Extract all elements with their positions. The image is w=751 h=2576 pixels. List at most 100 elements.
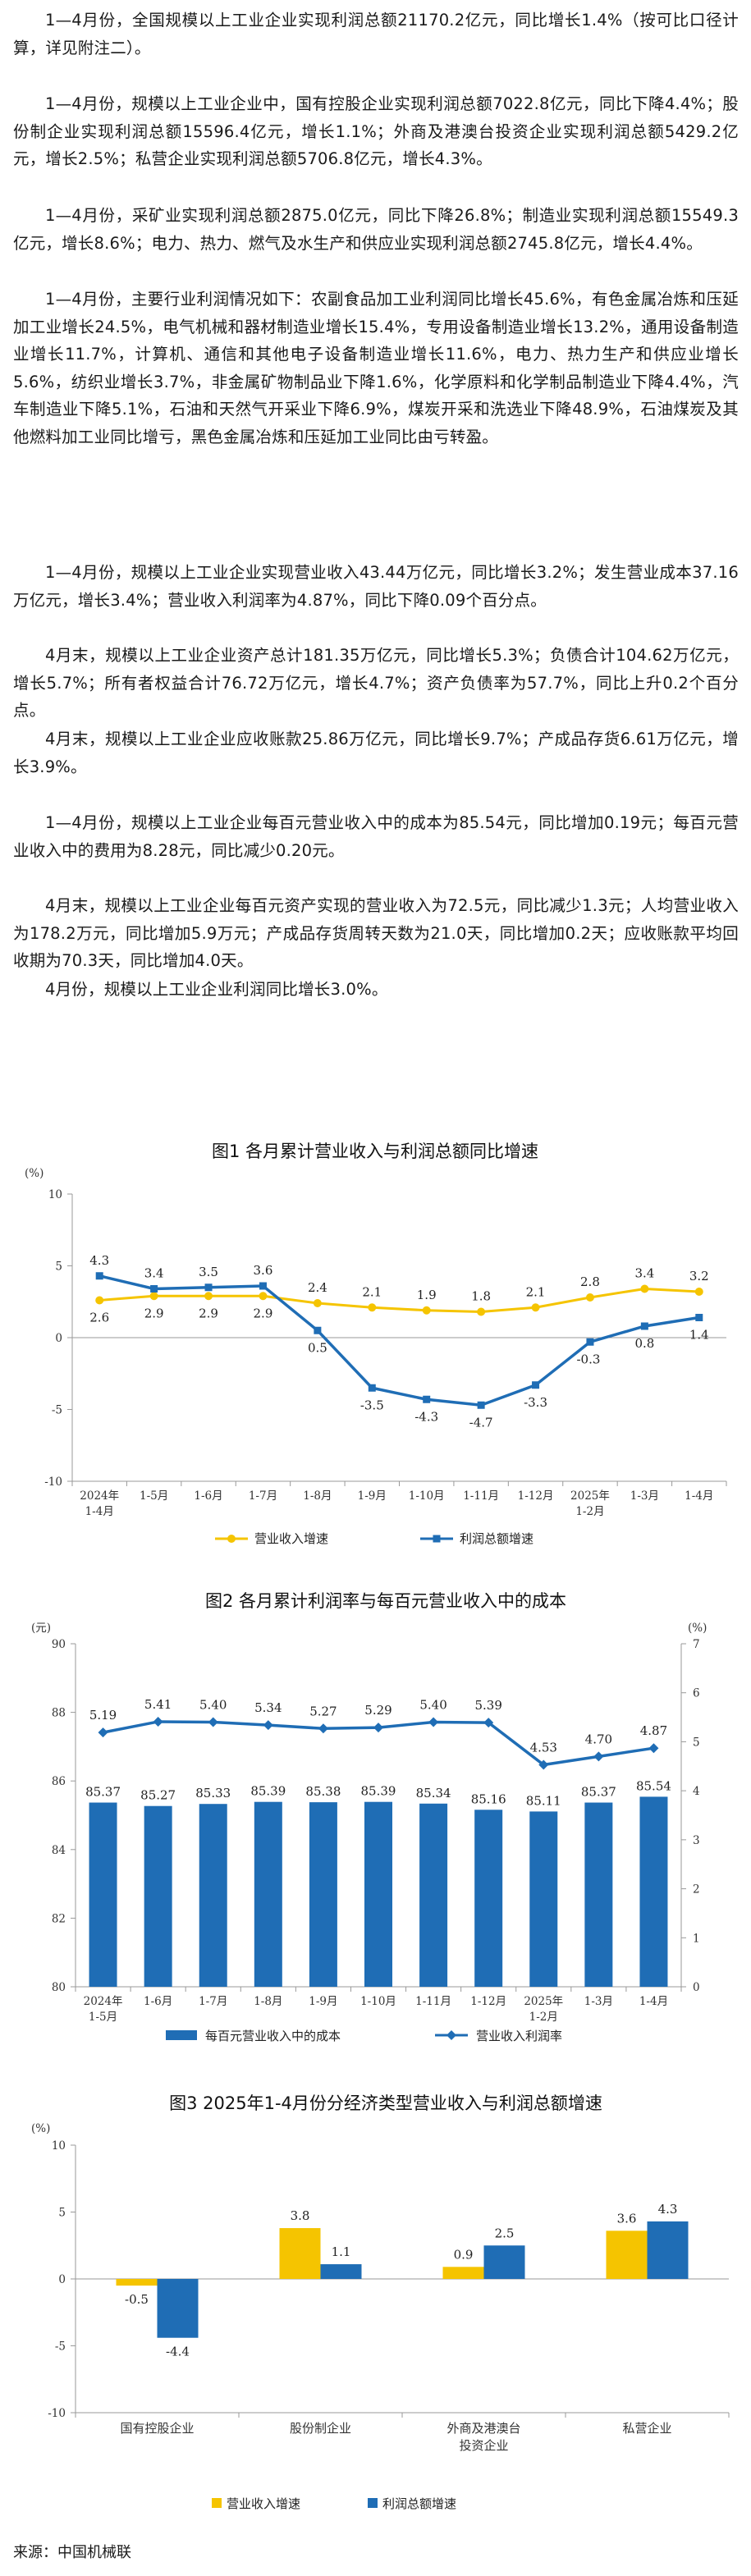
chart-1-point-profit xyxy=(477,1401,485,1409)
chart-1-xtick-label: 1-10月 xyxy=(409,1489,445,1503)
chart-2-data-label-cost: 85.39 xyxy=(361,1784,396,1799)
chart-1-point-revenue xyxy=(259,1292,268,1301)
chart-1-data-label-profit: -3.3 xyxy=(524,1395,547,1410)
chart-3-title: 图3 2025年1-4月份分经济类型营业收入与利润总额增速 xyxy=(169,2093,602,2113)
chart-2-legend-cost-label: 每百元营业收入中的成本 xyxy=(205,2029,341,2043)
chart-1-data-label-profit: 3.5 xyxy=(199,1265,218,1279)
chart-2-data-label-cost: 85.33 xyxy=(195,1786,231,1800)
chart-2-data-label-margin: 4.53 xyxy=(530,1740,557,1755)
chart-1-legend-profit-label: 利润总额增速 xyxy=(460,1531,533,1546)
chart-1-data-label-profit: 4.3 xyxy=(89,1253,109,1268)
chart-1-xtick-label: 1-6月 xyxy=(194,1489,222,1503)
chart-2-point-margin xyxy=(428,1717,439,1727)
chart-2-data-label-margin: 5.19 xyxy=(89,1708,117,1723)
paragraph-8: 1—4月份，规模以上工业企业每百元营业收入中的成本为85.54元，同比增加0.1… xyxy=(13,813,739,860)
chart-1-data-label-profit: 1.4 xyxy=(689,1328,709,1343)
chart-3-data-label-revenue: -0.5 xyxy=(125,2292,149,2307)
chart-1-point-revenue xyxy=(422,1306,431,1315)
paragraph-4: 1—4月份，主要行业利润情况如下：农副食品加工业利润同比增长45.6%，有色金属… xyxy=(13,290,739,446)
chart-2-bar-cost xyxy=(419,1803,448,1987)
chart-1-data-label-revenue: 2.4 xyxy=(308,1280,327,1295)
chart-1-point-profit xyxy=(695,1314,703,1321)
chart-1-data-label-revenue: 1.8 xyxy=(471,1289,491,1304)
chart-1-point-revenue xyxy=(585,1293,594,1302)
chart-3-ylabel: (%) xyxy=(31,2122,50,2135)
chart-2-data-label-cost: 85.54 xyxy=(636,1778,671,1793)
chart-2-ytick-right-label: 5 xyxy=(693,1736,700,1749)
chart-3-bar-profit xyxy=(320,2264,362,2279)
chart-1-point-profit xyxy=(314,1326,322,1334)
chart-1-point-revenue xyxy=(149,1292,158,1301)
chart-3-ytick-label: -5 xyxy=(55,2340,66,2354)
chart-1-point-profit xyxy=(259,1282,267,1290)
chart-1-data-label-profit: 0.5 xyxy=(308,1340,327,1355)
chart-2-legend-margin-marker xyxy=(446,2030,456,2040)
chart-2-data-label-cost: 85.16 xyxy=(471,1791,506,1806)
chart-3-data-label-revenue: 0.9 xyxy=(454,2247,474,2262)
chart-3-svg: 图3 2025年1-4月份分经济类型营业收入与利润总额增速 (%) 10 5 0 -5… xyxy=(31,2093,730,2511)
chart-1-data-label-revenue: 1.9 xyxy=(417,1288,437,1302)
chart-2-bar-cost xyxy=(584,1802,613,1987)
chart-1-ytick-label: -10 xyxy=(44,1476,62,1489)
chart-3-bar-revenue xyxy=(442,2267,484,2279)
chart-2-data-label-cost: 85.39 xyxy=(250,1784,286,1799)
chart-2-ytick-left-label: 86 xyxy=(52,1775,66,1788)
chart-1-point-profit xyxy=(95,1272,103,1280)
chart-3-xtick-label: 股份制企业 xyxy=(290,2421,351,2436)
chart-1-xtick-label: 1-12月 xyxy=(518,1489,554,1503)
chart-2-xtick-label: 1-7月 xyxy=(199,1995,227,2008)
chart-1-xtick-label: 1-7月 xyxy=(249,1489,277,1503)
chart-1-xtick-label: 2025年 xyxy=(570,1489,610,1503)
chart-2-ytick-left-label: 84 xyxy=(52,1844,66,1857)
chart-1-xtick-label: 1-9月 xyxy=(358,1489,387,1503)
chart-2-data-label-cost: 85.34 xyxy=(416,1786,451,1800)
chart-1-point-profit xyxy=(150,1285,158,1293)
chart-1-ylabel: (%) xyxy=(25,1167,44,1180)
paragraph-9: 4月末，规模以上工业企业每百元资产实现的营业收入为72.5元，同比减少1.3元；… xyxy=(13,896,739,970)
chart-2-data-label-cost: 85.38 xyxy=(305,1784,341,1799)
chart-3-ytick-label: 5 xyxy=(58,2207,66,2220)
chart-1: 图1 各月累计营业收入与利润总额同比增速 (%) 10 5 0 -5 -10 2024年 1… xyxy=(0,1124,751,1571)
chart-1-svg: 图1 各月累计营业收入与利润总额同比增速 (%) 10 5 0 -5 -10 2024年 1… xyxy=(25,1142,727,1546)
chart-1-data-label-revenue: 3.4 xyxy=(634,1266,654,1281)
chart-2-ytick-right-label: 4 xyxy=(693,1785,700,1798)
chart-2-xtick-label: 1-3月 xyxy=(584,1995,613,2008)
chart-1-point-revenue xyxy=(694,1288,703,1296)
chart-2-data-label-margin: 5.40 xyxy=(199,1698,227,1713)
chart-3-bar-revenue xyxy=(279,2228,321,2279)
chart-1-data-label-revenue: 2.9 xyxy=(254,1306,273,1320)
chart-2-data-label-cost: 85.11 xyxy=(526,1793,561,1808)
chart-2-data-label-margin: 5.39 xyxy=(474,1698,501,1713)
chart-1-series-line-revenue xyxy=(99,1287,699,1314)
chart-1-series-line-profit xyxy=(98,1274,700,1407)
chart-3-xtick-label: 外商及港澳台 xyxy=(446,2421,520,2436)
chart-2-xtick-label: 1-6月 xyxy=(144,1995,172,2008)
chart-2-ytick-left-label: 80 xyxy=(52,1981,66,1994)
chart-2-point-margin xyxy=(373,1723,383,1733)
source-note: 来源：中国机械联 xyxy=(13,2544,131,2561)
chart-2-data-label-margin: 5.41 xyxy=(144,1697,172,1712)
chart-2-point-margin xyxy=(648,1743,659,1754)
chart-1-data-label-revenue: 2.8 xyxy=(580,1274,600,1289)
chart-1-data-label-revenue: 2.9 xyxy=(144,1306,164,1320)
chart-2-point-margin xyxy=(593,1751,604,1762)
chart-1-point-profit xyxy=(640,1322,648,1330)
chart-2-data-label-margin: 4.87 xyxy=(640,1723,667,1738)
chart-2-bar-cost xyxy=(144,1805,172,1987)
chart-2-bar-cost xyxy=(89,1802,117,1987)
chart-1-ytick-label: 0 xyxy=(55,1332,62,1345)
chart-2-bar-cost xyxy=(529,1811,558,1987)
chart-3-legend-profit-label: 利润总额增速 xyxy=(382,2496,456,2511)
chart-2-xtick-label: 1-5月 xyxy=(89,2011,117,2024)
chart-2-bar-cost xyxy=(474,1810,503,1987)
chart-3-ytick-label: 10 xyxy=(52,2139,66,2153)
chart-2-bar-cost xyxy=(199,1804,227,1987)
chart-2-ytick-left-label: 90 xyxy=(52,1638,66,1651)
chart-2-point-margin xyxy=(538,1759,549,1770)
chart-2-data-label-cost: 85.37 xyxy=(85,1785,121,1800)
chart-2-bar-cost xyxy=(254,1801,282,1987)
chart-1-point-revenue xyxy=(313,1299,322,1307)
chart-2-data-label-margin: 5.34 xyxy=(254,1700,282,1715)
paragraph-5: 1—4月份，规模以上工业企业实现营业收入43.44万亿元，同比增长3.2%；发生… xyxy=(13,563,739,610)
chart-2-data-label-cost: 85.27 xyxy=(140,1788,176,1803)
